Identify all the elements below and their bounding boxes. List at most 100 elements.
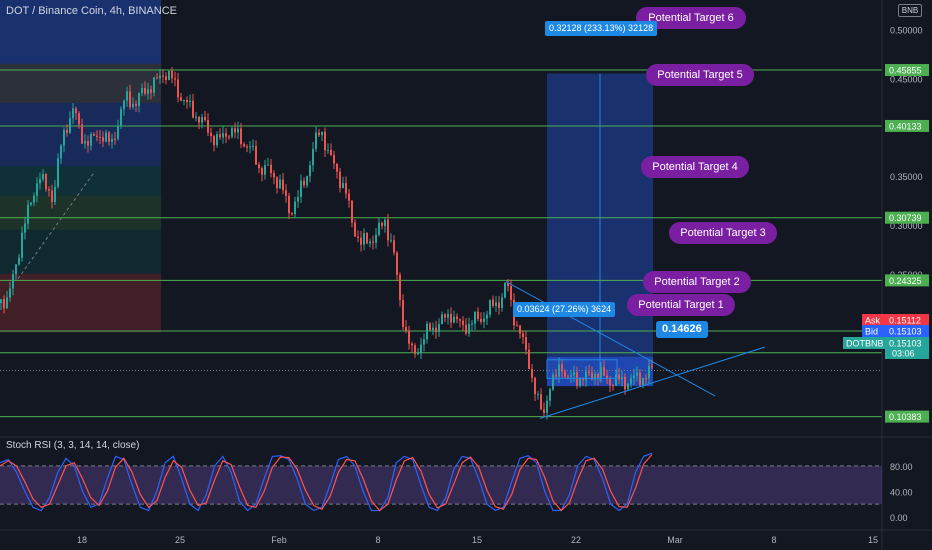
candle-body (222, 133, 224, 138)
candle-body (261, 168, 263, 175)
candle-body (78, 113, 80, 125)
candle-body (585, 371, 587, 381)
candle-body (207, 120, 209, 133)
candle-body (39, 179, 41, 184)
candle-body (174, 78, 176, 80)
candle-body (189, 100, 191, 102)
candle-body (411, 343, 413, 346)
candle-body (252, 146, 254, 148)
target-6-label[interactable]: Potential Target 6 (636, 7, 746, 29)
candle-body (636, 372, 638, 376)
target-4-label[interactable]: Potential Target 4 (641, 156, 749, 178)
candle-body (63, 130, 65, 146)
candle-body (141, 88, 143, 94)
candle-body (429, 323, 431, 331)
level-price-text: 0.30739 (889, 213, 922, 223)
candle-body (402, 300, 404, 327)
candle-body (312, 148, 314, 166)
candle-body (546, 400, 548, 413)
candle-body (645, 377, 647, 379)
candle-body (21, 232, 23, 258)
candle-body (417, 353, 419, 355)
candle-body (132, 103, 134, 108)
candle-body (483, 318, 485, 322)
candle-body (615, 374, 617, 386)
candle-body (567, 376, 569, 378)
target-5-label[interactable]: Potential Target 5 (646, 64, 754, 86)
candle-body (612, 385, 614, 387)
candle-body (147, 89, 149, 94)
candle-body (588, 371, 590, 373)
candle-body (90, 134, 92, 146)
candle-body (75, 108, 77, 114)
candle-body (198, 116, 200, 123)
candle-body (267, 164, 269, 166)
candle-body (258, 164, 260, 169)
candle-body (381, 222, 383, 227)
candle-body (333, 154, 335, 164)
candle-body (486, 314, 488, 319)
target-2-label[interactable]: Potential Target 2 (643, 271, 751, 293)
candle-body (339, 171, 341, 188)
level-price-badge (885, 410, 929, 423)
candle-body (153, 77, 155, 93)
candle-body (414, 345, 416, 354)
price-tick-label: 0.50000 (890, 26, 923, 36)
candle-body (600, 366, 602, 379)
candle-body (309, 165, 311, 177)
candle-body (552, 374, 554, 390)
ascending-trendline (539, 346, 766, 419)
candle-body (183, 99, 185, 101)
candle-body (405, 326, 407, 332)
candle-body (111, 138, 113, 142)
quote-name-badge (862, 325, 885, 337)
candle-body (126, 91, 128, 101)
candle-body (69, 118, 71, 133)
candle-body (72, 108, 74, 119)
candle-body (462, 320, 464, 325)
candle-body (240, 128, 242, 145)
candle-body (282, 179, 284, 191)
candle-body (66, 130, 68, 133)
level-price-badge (885, 211, 929, 224)
candle-body (393, 240, 395, 253)
candle-body (507, 282, 509, 287)
candle-body (3, 299, 5, 309)
candle-body (6, 297, 8, 309)
candle-body (564, 371, 566, 377)
measure-small-label[interactable]: 0.03624 (27.26%) 3624 (513, 302, 616, 317)
candle-body (495, 302, 497, 306)
candle-body (210, 132, 212, 136)
candle-body (456, 316, 458, 320)
target-1-label[interactable]: Potential Target 1 (627, 294, 735, 316)
candle-body (558, 364, 560, 377)
rsi-tick-label: 0.00 (890, 513, 908, 523)
target-3-label[interactable]: Potential Target 3 (669, 222, 777, 244)
candle-body (336, 163, 338, 172)
candle-body (504, 282, 506, 298)
candle-body (159, 75, 161, 79)
candle-body (156, 77, 158, 79)
measure-large-label[interactable]: 0.32128 (233.13%) 32128 (545, 21, 658, 36)
candle-body (150, 89, 152, 93)
candle-body (396, 252, 398, 275)
candle-body (432, 327, 434, 331)
candle-body (234, 128, 236, 133)
currency-badge[interactable]: BNB (898, 4, 922, 17)
quote-value-badge (885, 314, 929, 326)
candle-body (273, 173, 275, 178)
fib-zone (0, 229, 161, 274)
candle-body (633, 375, 635, 379)
time-tick-label: Feb (271, 535, 287, 545)
candle-body (594, 373, 596, 380)
candle-body (186, 99, 188, 102)
candle-body (294, 201, 296, 215)
candle-body (528, 349, 530, 369)
consolidation-box (546, 359, 618, 379)
price-callout[interactable]: 0.14626 (656, 321, 708, 338)
candle-body (570, 375, 572, 377)
fib-zone (0, 166, 161, 196)
candle-body (618, 374, 620, 380)
candle-body (264, 165, 266, 175)
